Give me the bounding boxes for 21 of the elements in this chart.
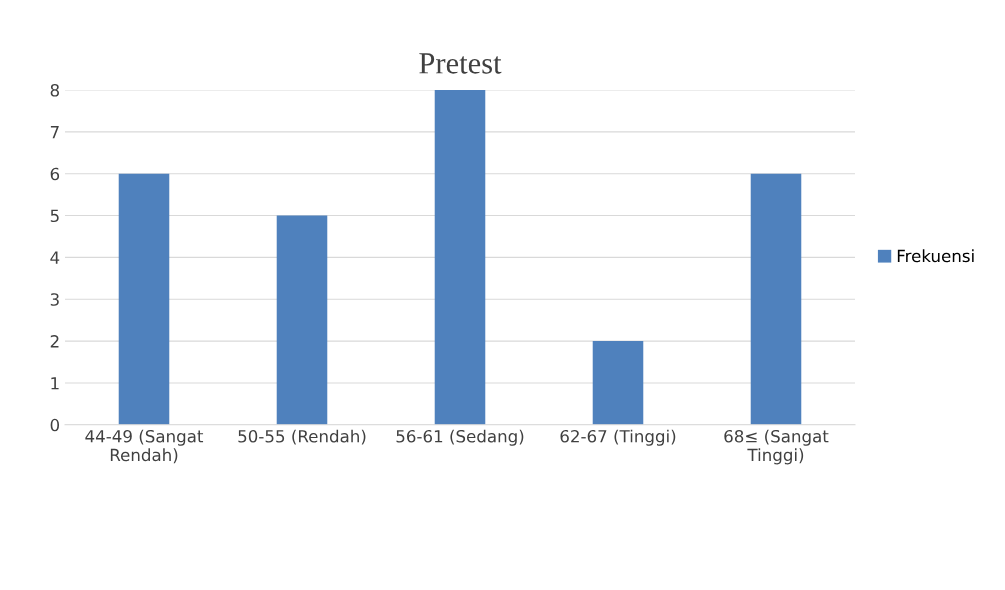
- y-tick-label: 3: [50, 293, 59, 306]
- x-tick-label: 50-55 (Rendah): [238, 429, 366, 445]
- y-tick-label: 7: [50, 126, 59, 139]
- y-tick-label: 8: [50, 83, 59, 97]
- bar: [434, 90, 486, 425]
- bar: [592, 341, 644, 425]
- y-tick-label: 6: [50, 167, 60, 181]
- x-tick-label: 44-49 (Sangat Rendah): [85, 429, 204, 464]
- x-tick-label: 56-61 (Sedang): [396, 429, 524, 446]
- y-tick-label: 2: [50, 335, 59, 348]
- y-tick-label: 4: [50, 251, 60, 264]
- y-tick-label: 1: [51, 377, 59, 390]
- bar: [750, 173, 802, 425]
- x-tick-label: 68≤ (Sangat Tinggi): [724, 429, 829, 465]
- bar: [118, 173, 170, 425]
- y-tick-label: 5: [50, 209, 59, 223]
- chart-title: Pretest: [419, 53, 502, 74]
- legend-label: Frekuensi: [897, 249, 974, 263]
- x-tick-label: 62-67 (Tinggi): [560, 429, 676, 446]
- bar: [276, 215, 328, 425]
- y-tick-label: 0: [50, 418, 60, 432]
